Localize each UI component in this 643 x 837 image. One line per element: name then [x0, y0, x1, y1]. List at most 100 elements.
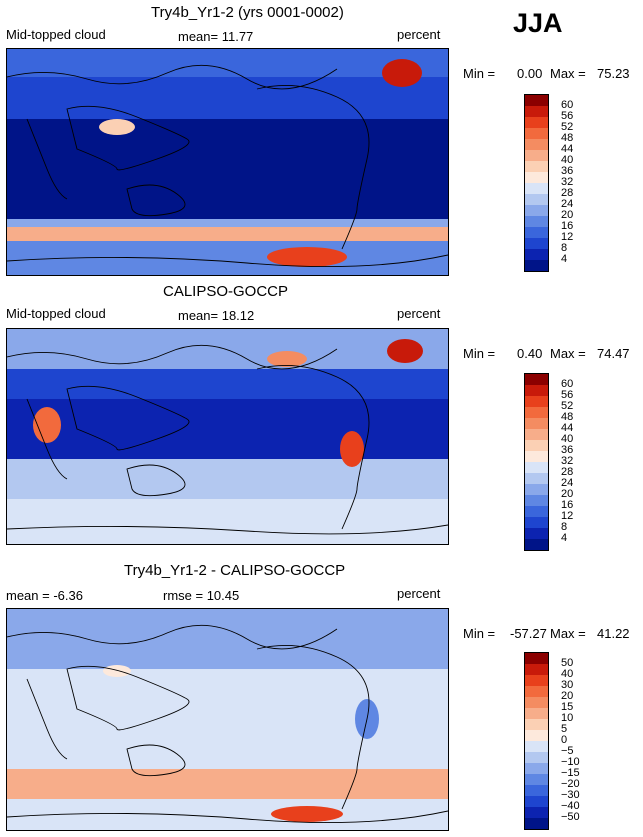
colorbar-tick-label: −5 — [561, 745, 574, 757]
colorbar — [524, 373, 549, 551]
coastline-north — [7, 344, 338, 370]
map-band-north — [7, 609, 448, 669]
colorbar-swatch — [525, 385, 548, 397]
colorbar-tick-label: 12 — [561, 510, 574, 522]
colorbar-tick-label: 4 — [561, 253, 568, 265]
colorbar-tick-label: 24 — [561, 477, 574, 489]
colorbar-swatch — [525, 183, 548, 195]
coastline-asia — [66, 665, 190, 731]
colorbar-tick-label: 8 — [561, 242, 568, 254]
colorbar-tick-label: 56 — [561, 389, 574, 401]
colorbar-swatch — [525, 774, 548, 786]
colorbar-tick-label: 20 — [561, 488, 574, 500]
colorbar-tick-label: 24 — [561, 198, 574, 210]
units-label: percent — [397, 27, 441, 42]
colorbar-tick-label: 5 — [561, 723, 568, 735]
coastline-north — [7, 64, 338, 90]
min-value: 0.00 — [517, 66, 543, 81]
map-band-tropics — [7, 669, 448, 769]
colorbar-tick-label: 28 — [561, 466, 574, 478]
colorbar-tick-label: 44 — [561, 143, 574, 155]
colorbar-swatches — [525, 653, 548, 829]
colorbar-tick-label: 48 — [561, 132, 574, 144]
map-band-tropics — [7, 119, 448, 219]
colorbar-swatch — [525, 785, 548, 797]
coastline-antarctica — [7, 524, 448, 535]
panel-title: Try4b_Yr1-2 - CALIPSO-GOCCP — [124, 562, 346, 579]
coastline-americas — [256, 365, 370, 530]
variable-label: Mid-topped cloud — [6, 306, 106, 321]
colorbar-tick-label: 44 — [561, 422, 574, 434]
map-panel — [6, 608, 449, 831]
colorbar-swatch — [525, 473, 548, 485]
colorbar-swatch — [525, 741, 548, 753]
min-value: -57.27 — [510, 626, 547, 641]
colorbar-swatch — [525, 150, 548, 162]
colorbar-tick-label: −40 — [561, 800, 580, 812]
colorbar-swatch — [525, 528, 548, 540]
colorbar-swatches — [525, 95, 548, 271]
map-panel — [6, 48, 449, 276]
colorbar — [524, 94, 549, 272]
coastline-australia — [126, 184, 186, 217]
colorbar-swatch — [525, 161, 548, 173]
max-value: 74.47 — [597, 346, 630, 361]
coastline-asia — [66, 385, 190, 451]
coastline-north — [7, 624, 338, 650]
mean-label: mean = -6.36 — [6, 588, 83, 603]
map-feature-south-america — [340, 431, 364, 467]
colorbar-swatch — [525, 517, 548, 529]
colorbar-tick-label: 60 — [561, 378, 574, 390]
min-label: Min = — [463, 346, 496, 361]
colorbar-swatch — [525, 796, 548, 808]
colorbar-tick-label: 16 — [561, 220, 574, 232]
colorbar-swatch — [525, 374, 548, 386]
colorbar-swatch — [525, 407, 548, 419]
colorbar-tick-label: 40 — [561, 154, 574, 166]
colorbar-tick-label: 40 — [561, 668, 574, 680]
coastline-antarctica — [7, 254, 448, 268]
colorbar-swatch — [525, 249, 548, 261]
variable-label: Mid-topped cloud — [6, 27, 106, 42]
coastline-asia — [66, 105, 190, 171]
colorbar-swatch — [525, 227, 548, 239]
map-feature-antarctic-peninsula — [271, 806, 343, 822]
colorbar-swatch — [525, 664, 548, 676]
colorbar-swatch — [525, 653, 548, 665]
max-label: Max = — [550, 346, 586, 361]
colorbar-tick-label: 52 — [561, 121, 574, 133]
panel-title: Try4b_Yr1-2 (yrs 0001-0002) — [151, 4, 344, 21]
colorbar — [524, 652, 549, 830]
coastline-americas — [256, 645, 370, 810]
colorbar-swatch — [525, 697, 548, 709]
colorbar-swatch — [525, 539, 548, 550]
colorbar-tick-label: 8 — [561, 521, 568, 533]
colorbar-swatch — [525, 686, 548, 698]
colorbar-swatch — [525, 763, 548, 775]
units-label: percent — [397, 306, 441, 321]
colorbar-swatch — [525, 730, 548, 742]
map-field — [7, 49, 448, 275]
colorbar-tick-label: 52 — [561, 400, 574, 412]
map-band-arctic — [7, 49, 448, 77]
colorbar-tick-label: 28 — [561, 187, 574, 199]
colorbar-swatch — [525, 172, 548, 184]
colorbar-swatch — [525, 106, 548, 118]
colorbar-swatch — [525, 719, 548, 731]
colorbar-swatch — [525, 139, 548, 151]
map-field — [7, 329, 448, 544]
colorbar-swatch — [525, 396, 548, 408]
colorbar-tick-label: 4 — [561, 532, 568, 544]
coastline-africa — [26, 118, 68, 200]
colorbar-tick-label: −15 — [561, 767, 580, 779]
colorbar-swatch — [525, 238, 548, 250]
colorbar-swatch — [525, 205, 548, 217]
map-band-arctic — [7, 329, 448, 369]
map-feature-greenland — [387, 339, 423, 363]
colorbar-swatch — [525, 752, 548, 764]
colorbar-swatch — [525, 462, 548, 474]
min-label: Min = — [463, 66, 496, 81]
min-value: 0.40 — [517, 346, 543, 361]
colorbar-swatches — [525, 374, 548, 550]
colorbar-tick-label: 36 — [561, 165, 574, 177]
